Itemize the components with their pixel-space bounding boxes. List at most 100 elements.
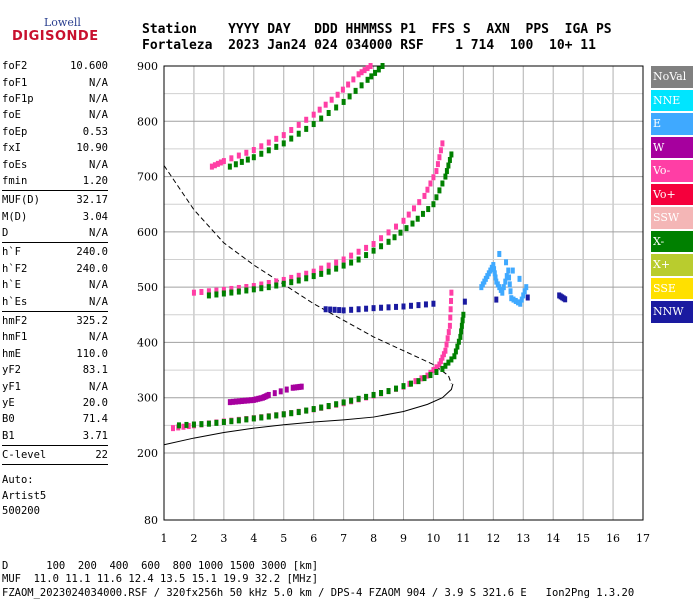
data-point (176, 422, 181, 429)
x-tick-label: 1 (161, 532, 168, 545)
param-row: foF2 10.600 (2, 58, 108, 74)
data-point (341, 307, 346, 314)
auto-note: Artist5 (2, 489, 47, 502)
data-point (328, 306, 333, 313)
y-tick-label: 300 (137, 392, 158, 405)
data-point (251, 286, 256, 293)
param-key: foF1 (2, 76, 28, 89)
data-point (492, 266, 497, 273)
data-point (371, 391, 376, 398)
data-point (251, 154, 256, 161)
param-key: yE (2, 397, 15, 409)
data-point (504, 259, 509, 266)
data-point (449, 356, 454, 363)
data-point (281, 276, 286, 283)
data-point (441, 351, 446, 358)
data-point (229, 289, 234, 296)
x-tick-label: 10 (426, 532, 440, 545)
data-point (504, 273, 509, 280)
data-point (353, 87, 358, 94)
data-point (230, 398, 235, 405)
legend-item: NNW (651, 301, 693, 323)
data-point (408, 302, 413, 309)
digisonde-logo: Lowell DIGISONDE (4, 4, 98, 46)
logo-sub-text: Lowell (44, 16, 81, 29)
data-point (410, 220, 415, 227)
parameter-panel: foF2 10.600 foF1 N/A foF1p N/A foE N/A foEp 0.53 f… (2, 58, 108, 521)
data-point (386, 238, 391, 245)
data-point (434, 168, 439, 175)
data-point (335, 91, 340, 98)
data-point (319, 404, 324, 411)
x-tick-label: 12 (486, 532, 500, 545)
data-point (404, 225, 409, 232)
data-point (444, 341, 449, 348)
data-point (513, 297, 518, 304)
data-point (497, 250, 502, 257)
data-point (274, 143, 279, 150)
data-point (319, 265, 324, 272)
param-key: fmin (2, 174, 28, 187)
param-key: hmF1 (2, 331, 28, 344)
data-point (290, 384, 295, 391)
data-point (443, 173, 448, 180)
data-point (229, 285, 234, 292)
data-point (259, 143, 264, 150)
param-separator (2, 464, 108, 466)
data-point (186, 423, 191, 430)
data-point (448, 314, 453, 321)
data-point (437, 187, 442, 194)
data-point (398, 229, 403, 236)
data-point (304, 116, 309, 123)
data-point (341, 399, 346, 406)
data-point (218, 159, 223, 166)
y-tick-label: 500 (137, 281, 158, 294)
param-key: h`Es (2, 295, 28, 308)
data-point (447, 322, 452, 329)
footer-file-info: FZAOM_2023024034000.RSF / 320fx256h 50 k… (2, 587, 635, 599)
data-point (346, 81, 351, 88)
data-point (311, 268, 316, 275)
data-point (212, 162, 217, 169)
data-point (431, 201, 436, 208)
data-point (296, 121, 301, 128)
data-point (236, 288, 241, 295)
data-point (296, 409, 301, 416)
data-point (501, 284, 506, 291)
data-point (563, 296, 568, 303)
data-point (446, 359, 451, 366)
data-point (394, 303, 399, 310)
data-point (221, 419, 226, 426)
data-point (440, 140, 445, 147)
param-row: foE N/A (2, 107, 108, 123)
data-point (266, 413, 271, 420)
data-point (349, 259, 354, 266)
param-key: M(D) (2, 210, 28, 223)
x-tick-label: 6 (310, 532, 317, 545)
data-point (452, 353, 457, 360)
data-point (334, 265, 339, 272)
data-point (431, 174, 436, 181)
param-value: 10.600 (70, 60, 108, 73)
data-point (369, 73, 374, 80)
data-point (326, 268, 331, 275)
param-row: yF2 83.1 (2, 362, 108, 378)
param-value: 3.71 (82, 429, 108, 442)
data-point (340, 86, 345, 93)
data-point (494, 296, 499, 303)
legend-item: W (651, 136, 693, 158)
y-tick-label: 700 (137, 171, 158, 184)
data-point (274, 282, 279, 289)
data-point (447, 156, 452, 163)
param-value: N/A (89, 380, 108, 393)
data-point (509, 295, 514, 302)
data-point (272, 390, 277, 397)
x-tick-label: 11 (456, 532, 470, 545)
data-point (274, 278, 279, 285)
param-value: N/A (89, 279, 108, 292)
param-row: M(D) 3.04 (2, 209, 108, 225)
data-point (459, 328, 464, 335)
x-tick-label: 7 (340, 532, 347, 545)
param-key: fxI (2, 142, 21, 155)
data-point (199, 288, 204, 295)
